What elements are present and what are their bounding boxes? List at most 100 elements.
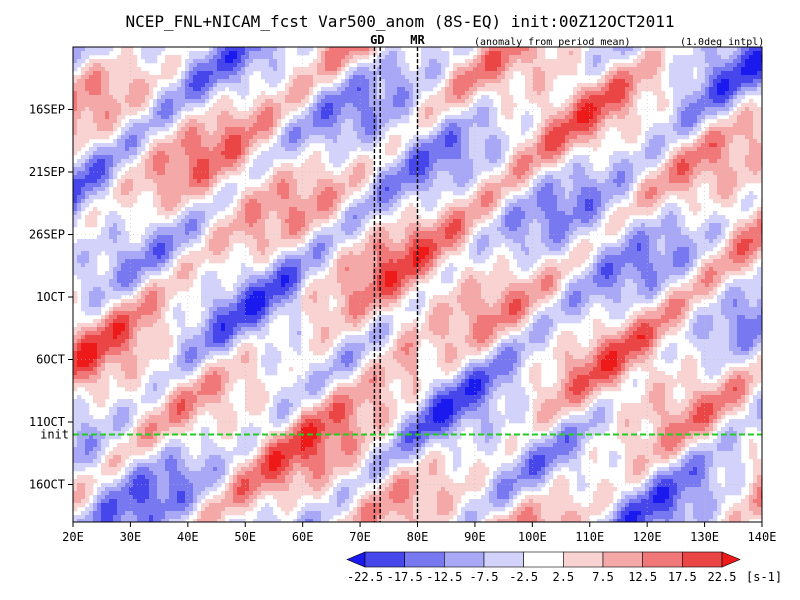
field-cell <box>513 103 517 107</box>
field-cell <box>545 91 549 95</box>
field-cell <box>309 63 313 67</box>
field-cell <box>465 155 469 159</box>
field-cell <box>73 175 77 179</box>
field-cell <box>721 119 725 123</box>
field-cell <box>137 163 141 167</box>
field-cell <box>185 87 189 91</box>
field-cell <box>309 131 313 135</box>
field-cell <box>77 115 81 119</box>
field-cell <box>737 131 741 135</box>
field-cell <box>677 163 681 167</box>
field-cell <box>705 83 709 87</box>
field-cell <box>329 67 333 71</box>
field-cell <box>85 167 89 171</box>
field-cell <box>753 171 757 175</box>
field-cell <box>77 127 81 131</box>
field-cell <box>301 111 305 115</box>
field-cell <box>297 179 301 183</box>
field-cell <box>545 107 549 111</box>
field-cell <box>253 67 257 71</box>
field-cell <box>565 47 569 51</box>
field-cell <box>733 51 737 55</box>
field-cell <box>113 79 117 83</box>
field-cell <box>613 167 617 171</box>
field-cell <box>685 91 689 95</box>
field-cell <box>429 123 433 127</box>
field-cell <box>373 183 377 187</box>
field-cell <box>593 107 597 111</box>
field-cell <box>541 143 545 147</box>
field-cell <box>393 47 397 51</box>
field-cell <box>577 51 581 55</box>
field-cell <box>665 127 669 131</box>
field-cell <box>693 63 697 67</box>
field-cell <box>221 135 225 139</box>
field-cell <box>241 143 245 147</box>
field-cell <box>345 47 349 51</box>
field-cell <box>185 103 189 107</box>
field-cell <box>629 107 633 111</box>
field-cell <box>253 167 257 171</box>
field-cell <box>105 107 109 111</box>
field-cell <box>109 47 113 51</box>
field-cell <box>409 179 413 183</box>
field-cell <box>617 115 621 119</box>
field-cell <box>581 123 585 127</box>
field-cell <box>689 147 693 151</box>
field-cell <box>173 131 177 135</box>
field-cell <box>141 51 145 55</box>
field-cell <box>153 103 157 107</box>
field-cell <box>293 79 297 83</box>
field-cell <box>653 179 657 183</box>
field-cell <box>657 59 661 63</box>
field-cell <box>125 159 129 163</box>
field-cell <box>657 147 661 151</box>
field-cell <box>561 167 565 171</box>
field-cell <box>233 151 237 155</box>
field-cell <box>681 163 685 167</box>
field-cell <box>85 115 89 119</box>
field-cell <box>513 63 517 67</box>
field-cell <box>425 171 429 175</box>
field-cell <box>261 111 265 115</box>
field-cell <box>709 123 713 127</box>
field-cell <box>97 47 101 51</box>
field-cell <box>177 179 181 183</box>
field-cell <box>613 83 617 87</box>
field-cell <box>413 147 417 151</box>
field-cell <box>237 151 241 155</box>
field-cell <box>333 155 337 159</box>
field-cell <box>749 83 753 87</box>
field-cell <box>581 99 585 103</box>
field-cell <box>329 55 333 59</box>
field-cell <box>717 59 721 63</box>
field-cell <box>625 111 629 115</box>
field-cell <box>545 155 549 159</box>
field-cell <box>693 175 697 179</box>
field-cell <box>641 163 645 167</box>
field-cell <box>133 95 137 99</box>
field-cell <box>117 59 121 63</box>
field-cell <box>469 171 473 175</box>
field-cell <box>509 59 513 63</box>
field-cell <box>349 123 353 127</box>
field-cell <box>461 95 465 99</box>
field-cell <box>437 91 441 95</box>
field-cell <box>225 147 229 151</box>
field-cell <box>361 67 365 71</box>
field-cell <box>213 75 217 79</box>
field-cell <box>277 183 281 187</box>
field-cell <box>169 163 173 167</box>
field-cell <box>217 79 221 83</box>
field-cell <box>341 59 345 63</box>
field-cell <box>609 115 613 119</box>
field-cell <box>481 111 485 115</box>
field-cell <box>713 107 717 111</box>
field-cell <box>729 71 733 75</box>
field-cell <box>437 95 441 99</box>
field-cell <box>585 139 589 143</box>
field-cell <box>577 103 581 107</box>
field-cell <box>89 163 93 167</box>
field-cell <box>633 135 637 139</box>
field-cell <box>233 155 237 159</box>
